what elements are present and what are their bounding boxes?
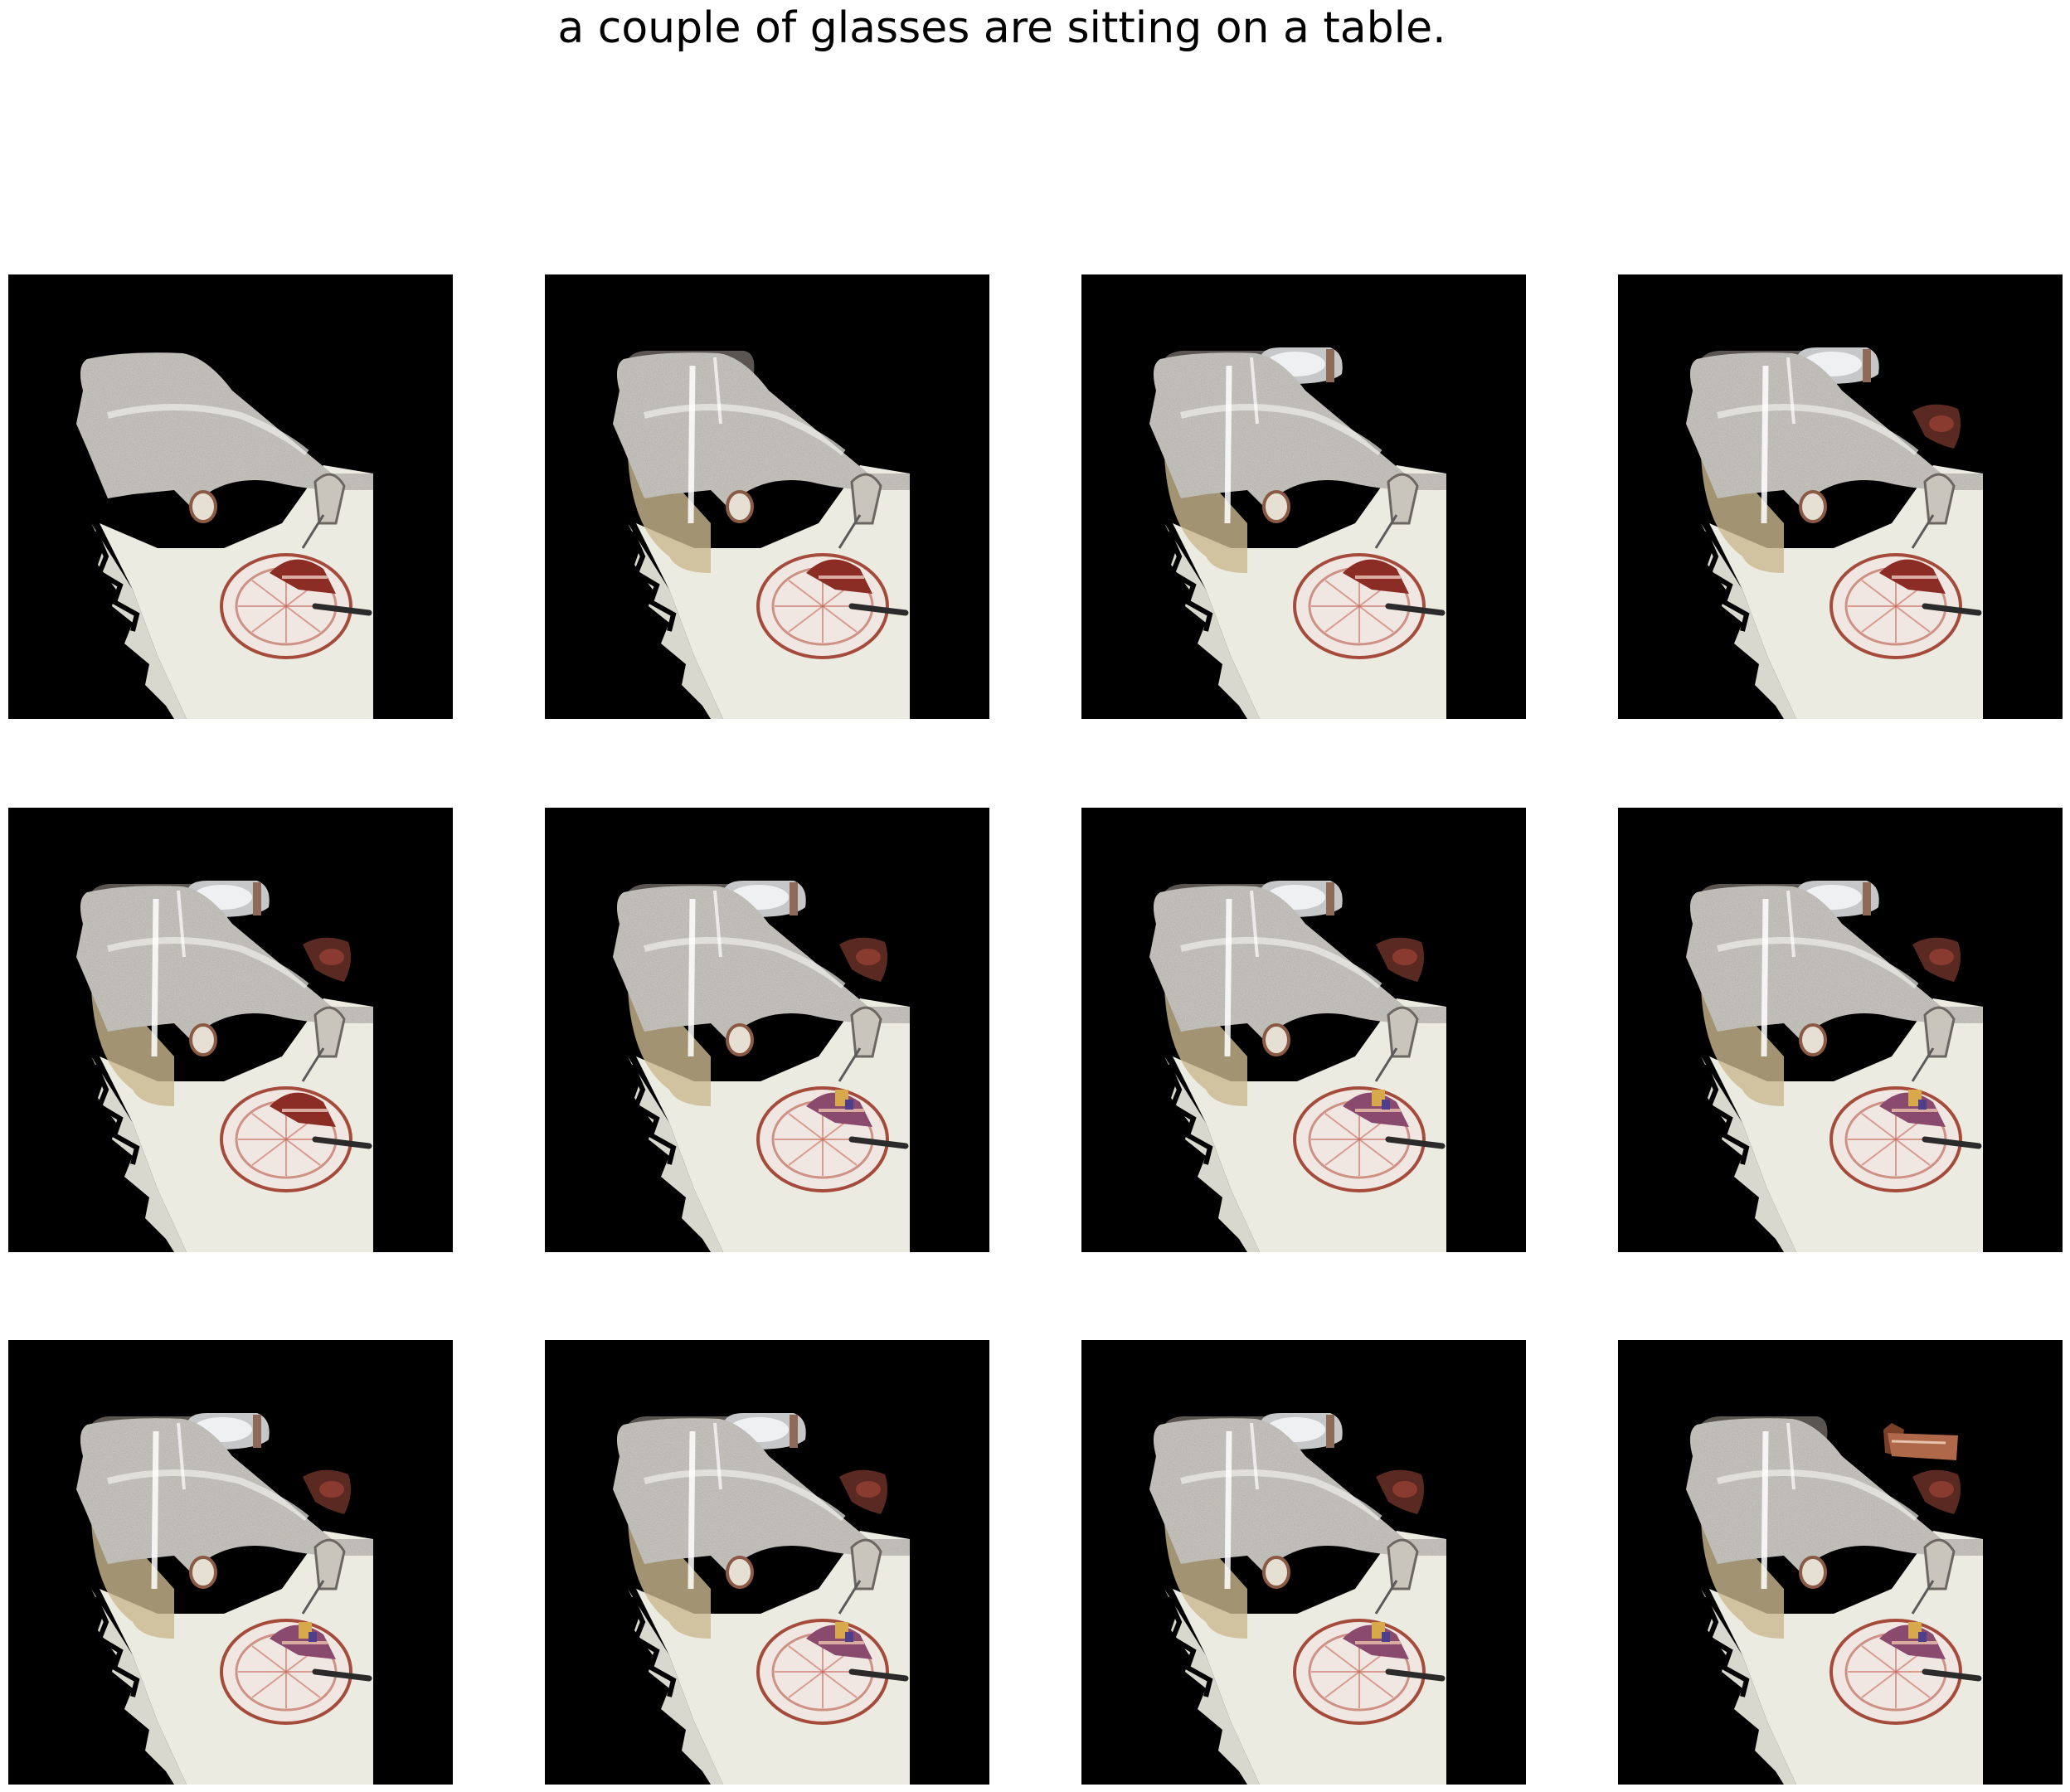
scene-image: [1081, 274, 1526, 719]
scene-image: [545, 1340, 989, 1785]
image-panel-5: [8, 808, 453, 1252]
scene-image: [1081, 808, 1526, 1252]
image-panel-6: [545, 808, 989, 1252]
image-panel-11: [1081, 1340, 1526, 1785]
image-panel-4: [1618, 274, 2063, 719]
scene-image: [545, 808, 989, 1252]
scene-image: [8, 808, 453, 1252]
scene-image: [1618, 274, 2063, 719]
image-panel-2: [545, 274, 989, 719]
scene-image: [1081, 1340, 1526, 1785]
image-panel-9: [8, 1340, 453, 1785]
scene-image: [1618, 808, 2063, 1252]
image-panel-10: [545, 1340, 989, 1785]
image-panel-1: [8, 274, 453, 719]
scene-image: [8, 274, 453, 719]
figure-caption: a couple of glasses are sitting on a tab…: [557, 3, 1446, 53]
image-panel-3: [1081, 274, 1526, 719]
image-panel-7: [1081, 808, 1526, 1252]
image-panel-12: [1618, 1340, 2063, 1785]
scene-image: [545, 274, 989, 719]
image-panel-8: [1618, 808, 2063, 1252]
scene-image: [8, 1340, 453, 1785]
scene-image: [1618, 1340, 2063, 1785]
